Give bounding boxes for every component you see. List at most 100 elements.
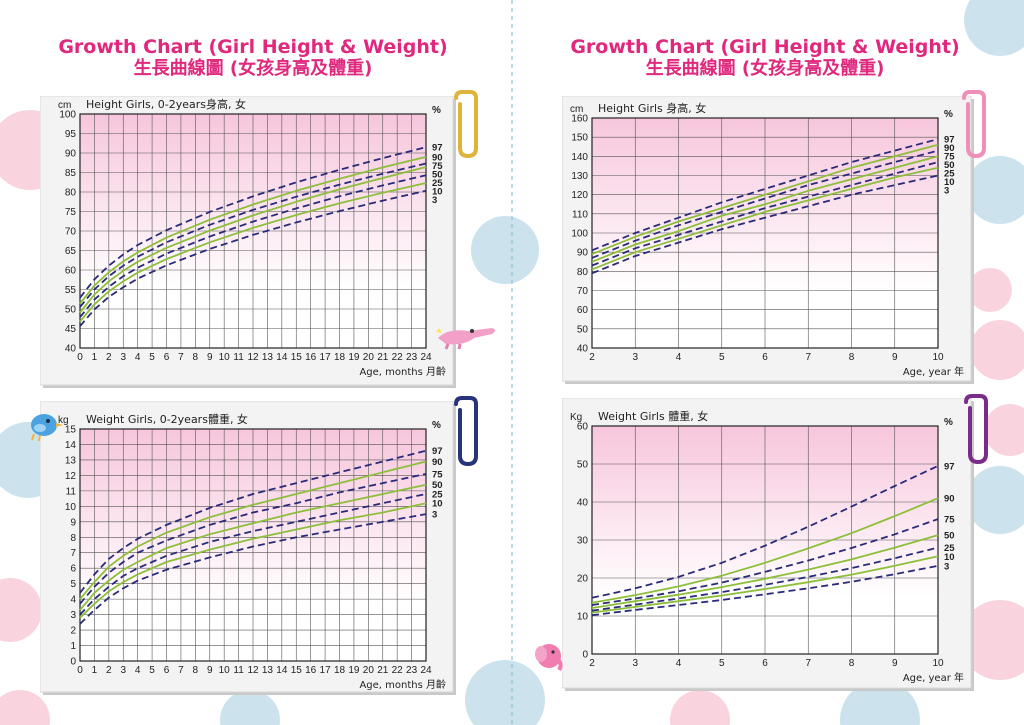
- background-dot: [966, 156, 1024, 224]
- y-tick-label: 1: [70, 641, 76, 652]
- percentile-label-97: 97: [944, 135, 955, 146]
- percentile-label-97: 97: [432, 143, 443, 154]
- percentile-label-25: 25: [944, 543, 955, 554]
- unit-label: Kg: [570, 412, 582, 423]
- x-tick-label: 5: [719, 658, 725, 669]
- y-tick-label: 160: [571, 114, 588, 125]
- percentile-label-50: 50: [944, 160, 955, 171]
- percentile-line-50: [79, 483, 427, 611]
- background-dot: [471, 216, 539, 284]
- left-title-zh: 生長曲線圖 (女孩身高及體重): [133, 58, 373, 79]
- x-tick-label: 2: [589, 658, 595, 669]
- x-tick-label: 7: [805, 352, 811, 363]
- x-tick-label: 10: [932, 658, 944, 669]
- x-tick-label: 17: [320, 665, 332, 676]
- x-tick-label: 9: [892, 658, 898, 669]
- percentile-label-25: 25: [944, 169, 955, 180]
- x-tick-label: 7: [178, 665, 184, 676]
- y-tick-label: 30: [577, 536, 589, 547]
- y-tick-label: 14: [65, 440, 77, 451]
- percentile-line-25: [591, 161, 939, 267]
- y-tick-label: 3: [70, 610, 76, 621]
- y-tick-label: 75: [65, 207, 77, 218]
- percentile-label-75: 75: [944, 515, 955, 526]
- percentile-line-10: [79, 502, 427, 619]
- x-tick-label: 8: [849, 658, 855, 669]
- y-tick-label: 60: [577, 422, 589, 433]
- plot-frame: [591, 117, 939, 349]
- percentile-line-3: [591, 174, 939, 275]
- y-tick-label: 10: [577, 612, 589, 623]
- percentile-label-75: 75: [432, 161, 443, 172]
- percentile-line-10: [591, 166, 939, 271]
- percentile-line-25: [79, 493, 427, 616]
- y-tick-label: 15: [65, 425, 77, 436]
- x-axis-label: Age, months 月齡: [359, 678, 446, 691]
- y-tick-label: 13: [65, 455, 77, 466]
- x-tick-label: 24: [420, 665, 432, 676]
- x-tick-label: 2: [106, 352, 112, 363]
- x-tick-label: 6: [762, 352, 768, 363]
- x-tick-label: 12: [247, 665, 259, 676]
- y-tick-label: 60: [577, 305, 589, 316]
- y-tick-label: 45: [65, 324, 77, 335]
- percentile-line-90: [591, 497, 939, 604]
- y-tick-label: 65: [65, 246, 77, 257]
- percentile-line-75: [591, 518, 939, 606]
- paperclip-icon: [454, 90, 478, 159]
- percentile-line-97: [79, 146, 427, 299]
- y-tick-label: 50: [577, 460, 589, 471]
- y-tick-label: 20: [577, 574, 589, 585]
- percentile-label-90: 90: [944, 143, 955, 154]
- y-tick-label: 4: [70, 595, 76, 606]
- percentile-line-50: [591, 534, 939, 609]
- left-page-title: Growth Chart (Girl Height & Weight) 生長曲線…: [3, 36, 503, 80]
- unit-label: cm: [570, 104, 583, 115]
- percent-label: %: [432, 105, 441, 116]
- x-tick-label: 17: [320, 352, 332, 363]
- x-tick-label: 3: [120, 352, 126, 363]
- x-tick-label: 10: [219, 665, 231, 676]
- percent-label: %: [432, 420, 441, 431]
- x-tick-label: 2: [106, 665, 112, 676]
- percentile-line-50: [591, 155, 939, 263]
- y-tick-label: 50: [577, 324, 589, 335]
- x-tick-label: 9: [207, 352, 213, 363]
- weight-0-2-chart: 0 1 2 3 4 5 6 7 8 9 10 11 12 13 14 15 0 1 2 3 4 5 6 7 8 9 10 11 12 13…: [40, 401, 456, 695]
- background-dot: [0, 578, 42, 642]
- x-tick-label: 19: [348, 352, 360, 363]
- x-tick-label: 4: [676, 658, 682, 669]
- y-tick-label: 95: [65, 129, 77, 140]
- x-tick-label: 5: [149, 665, 155, 676]
- background-dot: [964, 0, 1024, 56]
- x-tick-label: 3: [632, 352, 638, 363]
- x-tick-label: 6: [164, 352, 170, 363]
- background-dot: [840, 680, 920, 725]
- x-tick-label: 9: [207, 665, 213, 676]
- background-dot: [220, 690, 280, 725]
- x-axis-label: Age, year 年: [903, 671, 964, 684]
- y-tick-label: 140: [571, 152, 588, 163]
- y-tick-label: 70: [577, 286, 589, 297]
- chart-title: Weight Girls 體重, 女: [598, 409, 708, 423]
- y-tick-label: 40: [65, 344, 77, 355]
- percentile-line-75: [79, 162, 427, 308]
- x-tick-label: 10: [219, 352, 231, 363]
- percentile-label-50: 50: [944, 531, 955, 542]
- percentile-line-25: [591, 546, 939, 612]
- percentile-label-3: 3: [944, 186, 949, 197]
- percentile-line-97: [79, 449, 427, 594]
- percentile-label-10: 10: [432, 499, 443, 510]
- percentile-line-90: [79, 460, 427, 600]
- paperclip-icon: [962, 90, 986, 159]
- x-tick-label: 18: [334, 352, 346, 363]
- y-tick-label: 110: [572, 209, 588, 220]
- x-tick-label: 16: [305, 665, 317, 676]
- x-tick-label: 8: [849, 352, 855, 363]
- y-tick-label: 60: [65, 266, 77, 277]
- height-2-10-chart: 40 50 60 70 80 90 100 110 120 130 140 150 160 2 3 4 5 6 7 8…: [562, 96, 974, 384]
- x-tick-label: 18: [334, 665, 346, 676]
- background-dot: [970, 320, 1024, 380]
- left-title-en: Growth Chart (Girl Height & Weight): [58, 36, 448, 58]
- y-tick-label: 8: [70, 533, 76, 544]
